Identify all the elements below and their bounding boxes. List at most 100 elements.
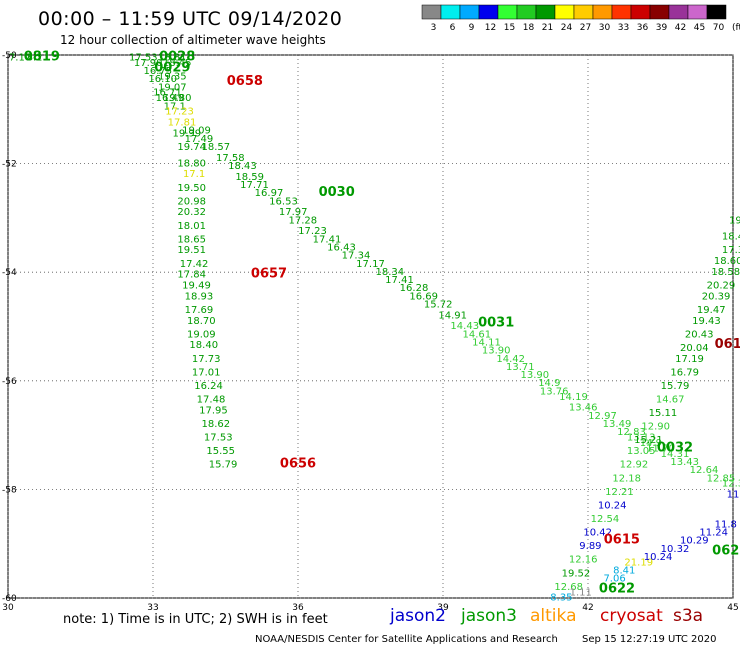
wave-height-value: 17.53: [204, 433, 233, 444]
y-tick-label: -54: [2, 268, 17, 278]
wave-height-value: 15.72: [424, 299, 453, 310]
wave-height-value: 19.52: [562, 568, 591, 579]
colorbar-label: 36: [637, 23, 649, 33]
wave-height-value: 17.84: [177, 270, 206, 281]
wave-height-value: 15.55: [206, 446, 235, 457]
wave-height-value: 19: [729, 215, 740, 226]
wave-height-value: 18.70: [187, 316, 216, 327]
y-tick-label: -58: [2, 485, 17, 495]
wave-height-value: 15.11: [649, 408, 678, 419]
wave-height-value: 13.71: [506, 362, 535, 373]
wave-height-value: 17.69: [185, 305, 214, 316]
wave-height-value: 14.19: [559, 392, 588, 403]
mission-cryosat: cryosat: [600, 606, 663, 626]
colorbar-swatch: [421, 4, 442, 20]
colorbar-label: 24: [561, 23, 573, 33]
wave-height-value: 18.93: [185, 291, 214, 302]
x-tick-label: 42: [582, 603, 593, 613]
wave-height-value: 10.42: [583, 528, 612, 539]
wave-height-value: 19.43: [692, 316, 721, 327]
pass-time-label: 0031: [478, 316, 514, 331]
wave-height-value: 16.43: [327, 242, 356, 253]
colorbar-label: 21: [542, 23, 553, 33]
wave-height-value: 12.64: [690, 465, 719, 476]
pass-time-label: 0030: [319, 185, 355, 200]
y-tick-label: -60: [2, 594, 17, 604]
wave-height-value: 9.89: [579, 541, 601, 552]
wave-height-value: 20.04: [680, 343, 709, 354]
wave-height-value: 15.21: [634, 435, 663, 446]
wave-height-value: 17.19: [675, 354, 704, 365]
wave-height-value: 18.45: [163, 58, 192, 69]
wave-height-value: 12.92: [620, 460, 649, 471]
wave-height-value: 17.1: [164, 101, 186, 112]
x-tick-label: 30: [2, 603, 14, 613]
wave-height-value: 11: [727, 490, 740, 501]
wave-height-value: 19.80: [163, 93, 192, 104]
wave-height-value: 14.43: [450, 321, 479, 332]
colorbar-label: 6: [450, 23, 456, 33]
wave-height-value: 20.39: [702, 291, 731, 302]
wave-height-value: 8.35: [550, 593, 572, 604]
wave-height-value: 20.98: [177, 196, 206, 207]
colorbar-swatch: [440, 4, 461, 20]
wave-height-value: 16.49: [156, 93, 185, 104]
wave-height-value: 14.67: [656, 395, 685, 406]
wave-height-value: 18.58: [711, 267, 740, 278]
wave-height-value: 10.24: [598, 500, 627, 511]
pass-time-label: 0622: [599, 582, 635, 597]
page-title: 00:00 – 11:59 UTC 09/14/2020: [38, 8, 343, 30]
colorbar-swatch: [573, 4, 594, 20]
wave-height-value: 17.48: [197, 395, 226, 406]
colorbar-swatch: [554, 4, 575, 20]
wave-height-value: 10.24: [644, 552, 673, 563]
colorbar-label: 39: [656, 23, 668, 33]
pass-time-label: 062: [712, 544, 739, 559]
wave-height-value: 17.17: [356, 259, 385, 270]
wave-height-value: 12.90: [641, 422, 670, 433]
wave-height-value: 17.23: [165, 107, 194, 118]
x-tick-label: 36: [292, 603, 304, 613]
colorbar-unit: (ft): [732, 23, 740, 33]
colorbar-swatch: [535, 4, 556, 20]
chart-subtitle: 12 hour collection of altimeter wave hei…: [60, 33, 326, 47]
wave-height-value: 17.81: [168, 118, 197, 129]
pass-time-label: 0819: [24, 49, 60, 64]
wave-height-value: 18.4: [722, 232, 740, 243]
wave-height-value: 8.41: [613, 566, 635, 577]
wave-height-value: 10.29: [680, 536, 709, 547]
colorbar-swatch: [516, 4, 537, 20]
footer-timestamp: Sep 15 12:27:19 UTC 2020: [582, 634, 717, 645]
wave-height-value: 17.95: [199, 405, 228, 416]
colorbar-swatch: [630, 4, 651, 20]
wave-height-value: 16.97: [255, 188, 284, 199]
pass-time-label: 0032: [657, 440, 693, 455]
wave-height-value: 19.51: [177, 245, 206, 256]
wave-height-value: 17.71: [240, 180, 269, 191]
wave-height-value: 16.10: [148, 74, 177, 85]
wave-height-value: 17.01: [192, 367, 221, 378]
wave-height-value: 16.71: [153, 88, 182, 99]
wave-height-value: 17.41: [313, 234, 342, 245]
x-tick-label: 45: [727, 603, 738, 613]
wave-height-value: 14.9: [538, 378, 560, 389]
wave-height-value: 18.81: [158, 52, 187, 63]
wave-height-value: 16.69: [409, 291, 438, 302]
colorbar-swatch: [649, 4, 670, 20]
wave-height-value: 16.24: [194, 381, 223, 392]
wave-height-value: 16.53: [269, 196, 298, 207]
wave-height-value: 16.75: [144, 66, 173, 77]
wave-height-value: 18.40: [189, 340, 218, 351]
pass-time-label: 0656: [280, 457, 316, 472]
colorbar-label: 42: [675, 23, 686, 33]
wave-height-value: 19.35: [158, 71, 187, 82]
x-tick-label: 33: [147, 603, 158, 613]
plot-frame: [7, 54, 734, 599]
mission-s3a: s3a: [673, 606, 704, 626]
wave-height-value: 18.80: [177, 158, 206, 169]
wave-height-value: 12.3: [722, 479, 740, 490]
mission-jason2: jason2: [390, 606, 446, 626]
colorbar-label: 12: [485, 23, 496, 33]
wave-height-value: 18.62: [202, 419, 231, 430]
wave-height-value: 14.31: [661, 449, 690, 460]
